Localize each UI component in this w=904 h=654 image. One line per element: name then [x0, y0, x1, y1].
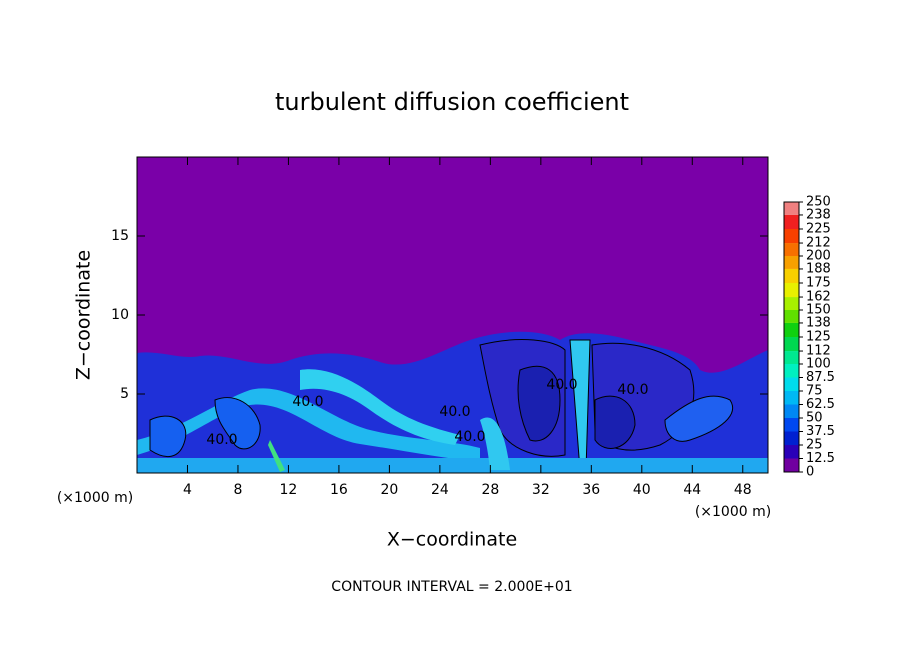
chart-title: turbulent diffusion coefficient	[275, 88, 629, 116]
colorbar-tick-label: 25	[806, 438, 823, 453]
contour-label: 40.0	[617, 382, 648, 398]
x-axis-label: X−coordinate	[387, 529, 517, 551]
contour-label: 40.0	[439, 404, 470, 420]
x-tick-label: 32	[532, 482, 550, 498]
x-tick-label: 48	[734, 482, 752, 498]
colorbar-tick-label: 112	[806, 344, 831, 359]
colorbar-segment	[784, 445, 799, 459]
contour-label: 40.0	[546, 377, 577, 393]
x-unit: (×1000 m)	[57, 490, 133, 506]
colorbar-tick-label: 100	[806, 357, 831, 372]
colorbar-segment	[784, 322, 799, 337]
colorbar-tick-label: 62.5	[806, 397, 835, 412]
colorbar-segment	[784, 256, 799, 269]
colorbar-segment	[784, 243, 799, 256]
x-tick-label: 12	[280, 482, 298, 498]
y-tick-label: 5	[120, 386, 129, 402]
x-tick-label: 4	[183, 482, 192, 498]
colorbar-segment	[784, 310, 799, 323]
x-tick-label: 28	[481, 482, 499, 498]
colorbar-tick-label: 238	[806, 207, 831, 222]
colorbar-segment	[784, 431, 799, 445]
colorbar-tick-label: 150	[806, 303, 831, 318]
colorbar-segment	[784, 418, 799, 432]
colorbar-segment	[784, 268, 799, 283]
x-tick-label: 36	[582, 482, 600, 498]
y-unit: (×1000 m)	[695, 504, 771, 520]
colorbar-segment	[784, 377, 799, 391]
colorbar-tick-label: 225	[806, 222, 831, 237]
x-tick-label: 24	[431, 482, 449, 498]
colorbar-tick-label: 125	[806, 330, 831, 345]
colorbar-segment	[784, 214, 799, 229]
colorbar-tick-label: 250	[806, 195, 831, 210]
colorbar-segment	[784, 391, 799, 405]
contour-label: 40.0	[454, 429, 485, 445]
x-tick-label: 8	[233, 482, 242, 498]
colorbar-tick-label: 138	[806, 315, 831, 330]
colorbar-segment	[784, 404, 799, 418]
colorbar-segment	[784, 351, 799, 364]
colorbar-tick-label: 0	[806, 465, 814, 480]
colorbar-tick-label: 87.5	[806, 370, 835, 385]
colorbar-tick-label: 75	[806, 384, 823, 399]
colorbar-tick-label: 212	[806, 236, 831, 251]
y-tick-label: 10	[111, 307, 129, 323]
colorbar-segment	[784, 202, 799, 215]
field	[137, 331, 768, 473]
colorbar-tick-label: 162	[806, 290, 831, 305]
colorbar-segment	[784, 458, 799, 472]
x-tick-label: 16	[330, 482, 348, 498]
y-axis-label: Z−coordinate	[73, 250, 95, 380]
contour-label: 40.0	[206, 432, 237, 448]
x-tick-label: 44	[683, 482, 701, 498]
colorbar-tick-label: 12.5	[806, 451, 835, 466]
colorbar-segment	[784, 297, 799, 310]
colorbar-tick-label: 37.5	[806, 424, 835, 439]
colorbar-segment	[784, 229, 799, 244]
y-tick-label: 15	[111, 228, 129, 244]
contour-label: 40.0	[292, 394, 323, 410]
colorbar-segment	[784, 364, 799, 378]
x-tick-label: 20	[380, 482, 398, 498]
colorbar-tick-label: 200	[806, 249, 831, 264]
x-tick-label: 40	[633, 482, 651, 498]
colorbar-tick-label: 175	[806, 276, 831, 291]
footer: CONTOUR INTERVAL = 2.000E+01	[331, 579, 572, 595]
colorbar-tick-label: 50	[806, 411, 823, 426]
colorbar-tick-label: 188	[806, 261, 831, 276]
colorbar-segment	[784, 337, 799, 352]
colorbar-segment	[784, 283, 799, 298]
